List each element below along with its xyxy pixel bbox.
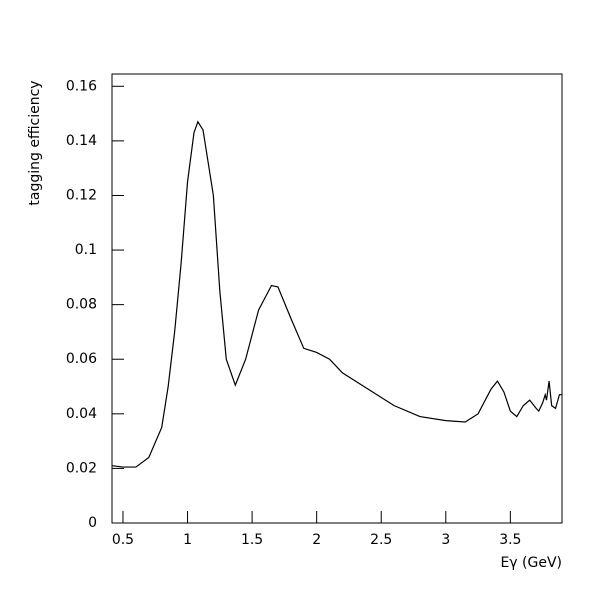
y-axis-label: tagging efficiency (27, 80, 43, 205)
x-tick-label: 2.5 (370, 532, 392, 548)
y-tick-label: 0.06 (66, 351, 97, 367)
x-tick-label: 0.5 (112, 532, 134, 548)
y-tick-label: 0.12 (66, 187, 97, 203)
y-tick-label: 0.02 (66, 460, 97, 476)
y-tick-label: 0.08 (66, 297, 97, 313)
x-tick-label: 3 (441, 532, 450, 548)
x-tick-label: 1.5 (241, 532, 263, 548)
data-line (111, 120, 562, 468)
x-axis-label: Eγ (GeV) (500, 555, 562, 571)
x-tick-label: 2 (312, 532, 321, 548)
y-tick-label: 0.16 (66, 78, 97, 94)
x-tick-label: 1 (183, 532, 192, 548)
x-tick-label: 3.5 (499, 532, 521, 548)
plot-frame (111, 73, 563, 524)
y-tick-label: 0.04 (66, 406, 97, 422)
y-tick-label: 0.1 (75, 242, 97, 258)
y-tick-label: 0.14 (66, 133, 97, 149)
y-tick-label: 0 (88, 515, 97, 531)
